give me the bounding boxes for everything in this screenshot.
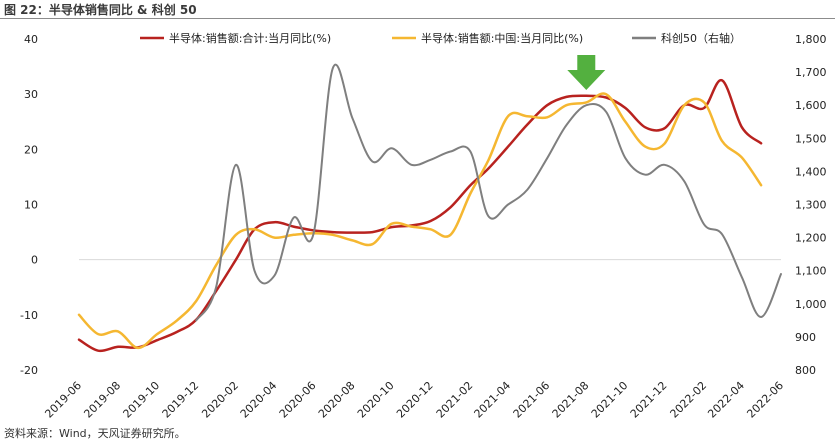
- x-tick-label: 2020-04: [238, 379, 280, 421]
- right-tick-label: 1,300: [795, 199, 827, 212]
- series-line-china-yoy: [77, 92, 763, 350]
- right-tick-label: 1,000: [795, 298, 827, 311]
- x-tick-label: 2022-04: [705, 379, 747, 421]
- x-tick-label: 2021-04: [472, 379, 514, 421]
- x-tick-label: 2022-06: [744, 379, 786, 421]
- right-tick-label: 800: [795, 364, 816, 377]
- legend-item-china-yoy-label: 半导体:销售额:中国:当月同比(%): [421, 31, 583, 45]
- legend-item-star50-label: 科创50（右轴）: [661, 31, 741, 45]
- x-tick-label: 2019-10: [121, 379, 163, 421]
- left-tick-label: -10: [20, 309, 38, 322]
- x-tick-label: 2020-10: [355, 379, 397, 421]
- x-tick-label: 2020-02: [199, 379, 241, 421]
- x-tick-label: 2021-06: [511, 379, 553, 421]
- series-line-star50: [195, 64, 782, 322]
- right-tick-label: 1,100: [795, 265, 827, 278]
- x-tick-label: 2019-08: [81, 379, 123, 421]
- right-tick-label: 1,600: [795, 99, 827, 112]
- legend: 半导体:销售额:合计:当月同比(%) 半导体:销售额:中国:当月同比(%) 科创50…: [140, 31, 741, 45]
- figure-title: 图 22：半导体销售同比 & 科创 50: [4, 3, 197, 17]
- series-line-total-yoy: [77, 79, 763, 353]
- right-tick-label: 1,400: [795, 165, 827, 178]
- left-tick-label: 0: [31, 254, 38, 267]
- x-tick-label: 2020-12: [394, 379, 436, 421]
- left-axis: 40 30 20 10 0 -10 -20: [20, 33, 38, 377]
- right-tick-label: 1,200: [795, 232, 827, 245]
- x-tick-label: 2019-12: [160, 379, 202, 421]
- x-tick-label: 2021-08: [550, 379, 592, 421]
- x-tick-label: 2022-02: [668, 379, 710, 421]
- x-tick-label: 2020-08: [316, 379, 358, 421]
- right-tick-label: 900: [795, 331, 816, 344]
- left-tick-label: 30: [24, 88, 38, 101]
- left-tick-label: 10: [24, 199, 38, 212]
- series-layer: [77, 64, 782, 353]
- right-tick-label: 1,800: [795, 33, 827, 46]
- left-tick-label: 40: [24, 33, 38, 46]
- legend-item-total-yoy-label: 半导体:销售额:合计:当月同比(%): [169, 31, 331, 45]
- right-tick-label: 1,700: [795, 66, 827, 79]
- x-axis: 2019-062019-082019-102019-122020-022020-…: [42, 259, 786, 421]
- title-divider: [0, 18, 835, 19]
- green-down-arrow: [567, 55, 606, 90]
- annotation-layer: [567, 55, 606, 90]
- x-tick-label: 2019-06: [42, 379, 84, 421]
- x-tick-label: 2020-06: [277, 379, 319, 421]
- source-note: 资料来源：Wind，天风证券研究所。: [4, 427, 186, 440]
- x-tick-label: 2021-10: [589, 379, 631, 421]
- x-tick-label: 2021-12: [628, 379, 670, 421]
- left-tick-label: -20: [20, 364, 38, 377]
- left-tick-label: 20: [24, 143, 38, 156]
- x-tick-label: 2021-02: [434, 379, 476, 421]
- right-axis: 1,800 1,700 1,600 1,500 1,400 1,300 1,200 1,100…: [795, 33, 827, 377]
- right-tick-label: 1,500: [795, 132, 827, 145]
